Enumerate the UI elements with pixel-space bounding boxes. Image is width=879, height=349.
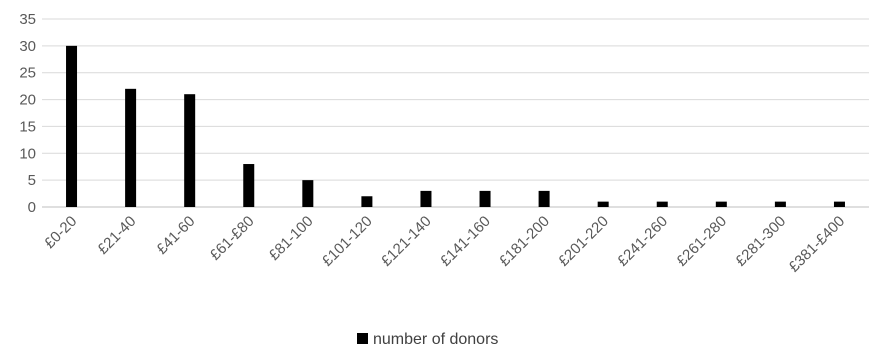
x-tick-label: £101-120 xyxy=(319,213,376,270)
y-tick-label: 10 xyxy=(19,145,36,162)
bar xyxy=(361,196,373,207)
y-axis-ticks: 0 5 10 15 20 25 30 35 xyxy=(19,11,36,216)
bar xyxy=(538,190,550,207)
bars xyxy=(66,45,845,207)
bar xyxy=(833,201,845,207)
x-tick-label: £41-60 xyxy=(153,213,198,258)
bar xyxy=(597,201,609,207)
y-tick-label: 15 xyxy=(19,118,36,135)
y-tick-label: 30 xyxy=(19,38,36,55)
legend-swatch xyxy=(357,333,368,344)
y-tick-label: 35 xyxy=(19,11,36,28)
x-tick-label: £61-£80 xyxy=(207,213,258,264)
legend-label: number of donors xyxy=(373,331,498,348)
x-tick-label: £21-40 xyxy=(94,213,139,258)
y-tick-label: 20 xyxy=(19,92,36,109)
x-tick-label: £241-260 xyxy=(614,213,671,270)
legend: number of donors xyxy=(357,331,498,348)
x-tick-label: £141-160 xyxy=(437,213,494,270)
x-tick-label: £81-100 xyxy=(266,213,317,264)
x-tick-label: £381-£400 xyxy=(786,213,849,276)
bar xyxy=(656,201,668,207)
y-tick-label: 25 xyxy=(19,65,36,82)
bar xyxy=(125,88,137,207)
x-tick-label: £121-140 xyxy=(378,213,435,270)
bar xyxy=(774,201,786,207)
bar xyxy=(715,201,727,207)
x-tick-label: £0-20 xyxy=(41,213,80,252)
x-tick-label: £281-300 xyxy=(732,213,789,270)
bar xyxy=(302,180,314,207)
gridlines xyxy=(42,18,869,208)
x-tick-label: £201-220 xyxy=(555,213,612,270)
bar xyxy=(66,45,78,207)
x-tick-label: £261-280 xyxy=(673,213,730,270)
bar xyxy=(243,164,255,207)
y-tick-label: 5 xyxy=(28,172,36,189)
x-axis-ticks: £0-20 £21-40 £41-60 £61-£80 £81-100 £101-120 £… xyxy=(41,213,848,276)
bar xyxy=(184,94,196,207)
y-tick-label: 0 xyxy=(28,199,36,216)
bar xyxy=(420,190,432,207)
bar xyxy=(479,190,491,207)
x-tick-label: £181-200 xyxy=(496,213,553,270)
